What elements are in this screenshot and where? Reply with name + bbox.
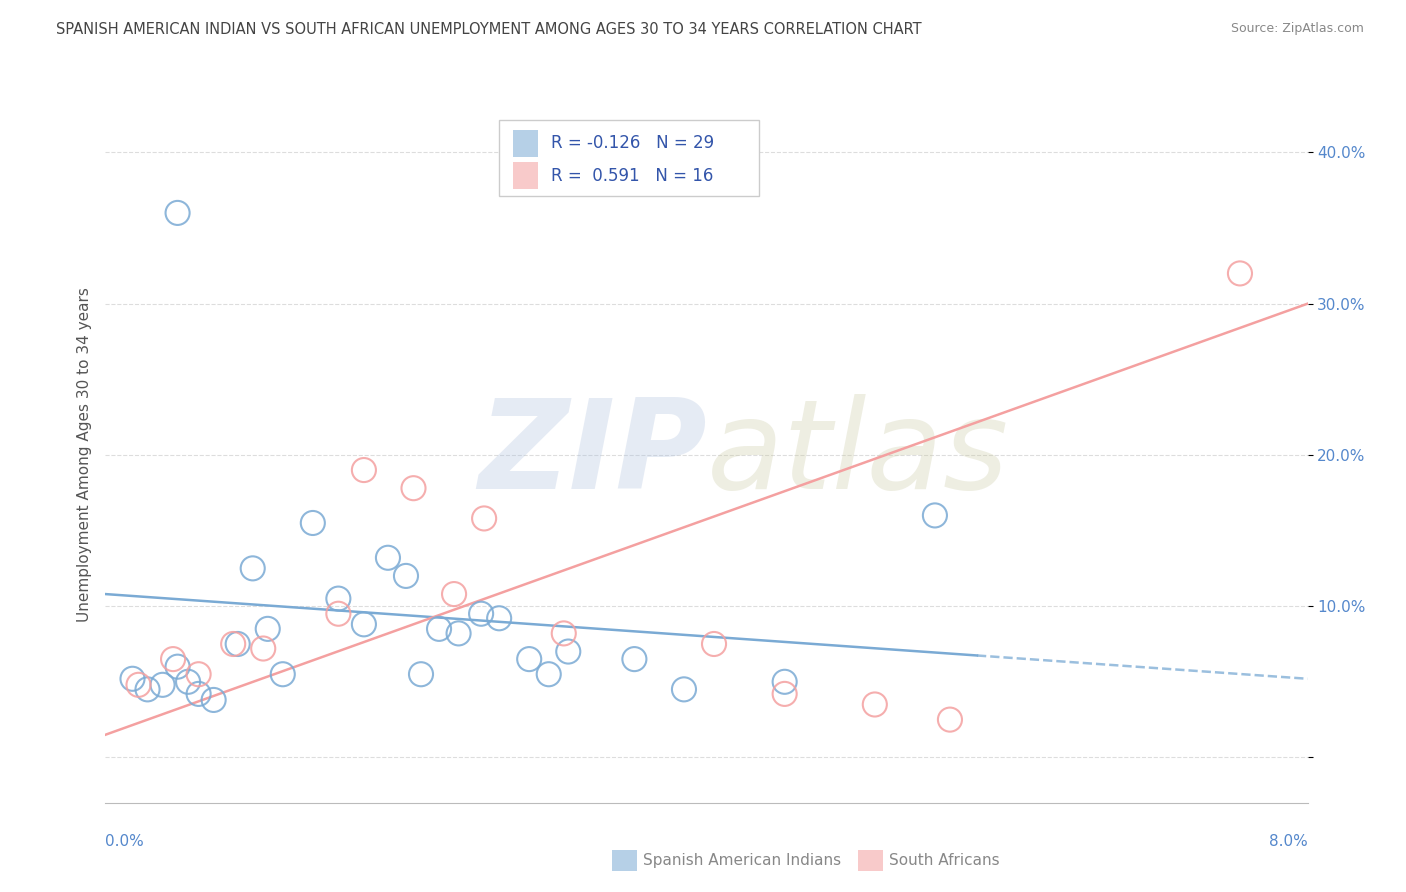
Point bbox=[1229, 267, 1251, 281]
Text: atlas: atlas bbox=[707, 394, 1008, 516]
Point bbox=[623, 652, 645, 666]
Text: R = -0.126   N = 29: R = -0.126 N = 29 bbox=[551, 134, 714, 153]
Point bbox=[187, 687, 209, 701]
Point bbox=[553, 626, 575, 640]
Point bbox=[353, 617, 375, 632]
Text: SPANISH AMERICAN INDIAN VS SOUTH AFRICAN UNEMPLOYMENT AMONG AGES 30 TO 34 YEARS : SPANISH AMERICAN INDIAN VS SOUTH AFRICAN… bbox=[56, 22, 922, 37]
Point bbox=[353, 463, 375, 477]
Point bbox=[162, 652, 184, 666]
Point bbox=[939, 713, 962, 727]
Point bbox=[863, 698, 886, 712]
Point bbox=[256, 622, 278, 636]
Point bbox=[328, 607, 350, 621]
Point bbox=[773, 687, 796, 701]
Point bbox=[152, 678, 174, 692]
Point bbox=[443, 587, 465, 601]
Point bbox=[447, 626, 470, 640]
Point bbox=[427, 622, 450, 636]
Point bbox=[128, 678, 150, 692]
Text: ZIP: ZIP bbox=[478, 394, 707, 516]
Point bbox=[301, 516, 323, 530]
Point bbox=[517, 652, 540, 666]
Point bbox=[773, 674, 796, 689]
Text: R =  0.591   N = 16: R = 0.591 N = 16 bbox=[551, 167, 713, 185]
Point bbox=[703, 637, 725, 651]
Point bbox=[395, 569, 418, 583]
Point bbox=[271, 667, 294, 681]
Point bbox=[166, 206, 188, 220]
Point bbox=[177, 674, 200, 689]
Point bbox=[222, 637, 245, 651]
Point bbox=[136, 682, 159, 697]
Point bbox=[242, 561, 264, 575]
Point bbox=[409, 667, 432, 681]
Point bbox=[470, 607, 492, 621]
Text: Spanish American Indians: Spanish American Indians bbox=[643, 854, 841, 868]
Y-axis label: Unemployment Among Ages 30 to 34 years: Unemployment Among Ages 30 to 34 years bbox=[76, 287, 91, 623]
Point bbox=[226, 637, 249, 651]
Point bbox=[166, 659, 188, 673]
Point bbox=[328, 591, 350, 606]
Point bbox=[187, 667, 209, 681]
Point bbox=[202, 693, 225, 707]
Text: South Africans: South Africans bbox=[889, 854, 1000, 868]
Point bbox=[924, 508, 946, 523]
Point bbox=[537, 667, 560, 681]
Point bbox=[672, 682, 695, 697]
Point bbox=[121, 672, 143, 686]
Point bbox=[488, 611, 510, 625]
Text: Source: ZipAtlas.com: Source: ZipAtlas.com bbox=[1230, 22, 1364, 36]
Point bbox=[377, 550, 399, 565]
Point bbox=[252, 641, 274, 656]
Point bbox=[557, 644, 579, 658]
Point bbox=[472, 511, 495, 525]
Text: 8.0%: 8.0% bbox=[1268, 834, 1308, 849]
Text: 0.0%: 0.0% bbox=[105, 834, 145, 849]
Point bbox=[402, 481, 425, 495]
